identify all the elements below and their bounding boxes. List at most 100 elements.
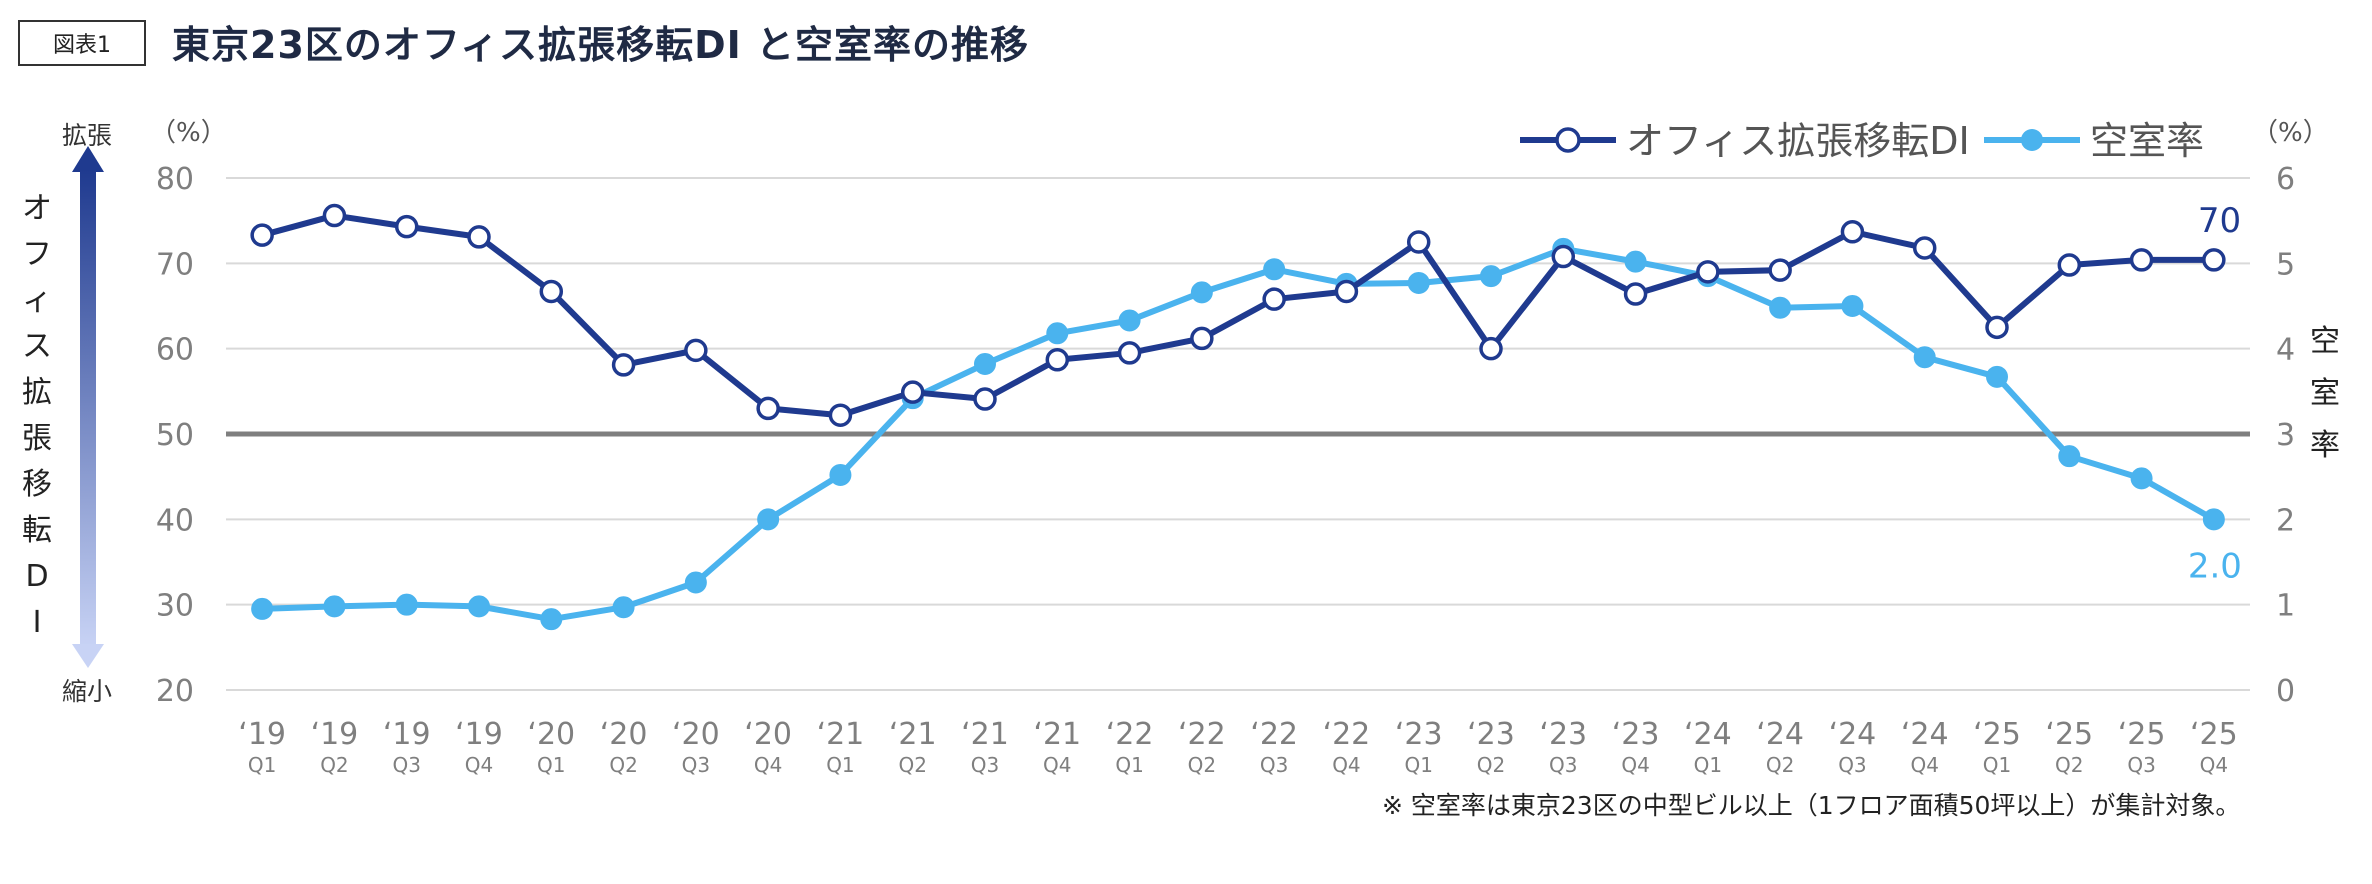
x-tick-year: ‘21 bbox=[817, 717, 865, 752]
left-tick-label: 60 bbox=[156, 333, 194, 368]
x-tick-quarter: Q1 bbox=[1694, 753, 1722, 777]
x-tick-quarter: Q3 bbox=[971, 753, 999, 777]
legend: オフィス拡張移転DI 空室率 bbox=[1520, 119, 2204, 163]
x-tick-year: ‘23 bbox=[1539, 717, 1587, 752]
x-tick-quarter: Q2 bbox=[1477, 753, 1505, 777]
x-tick-quarter: Q1 bbox=[1983, 753, 2011, 777]
vacancy-point bbox=[1769, 296, 1792, 319]
x-tick-quarter: Q4 bbox=[2200, 753, 2228, 777]
x-tick-quarter: Q3 bbox=[392, 753, 420, 777]
x-tick-year: ‘19 bbox=[311, 717, 359, 752]
x-tick-year: ‘25 bbox=[2190, 717, 2238, 752]
right-tick-label: 6 bbox=[2276, 162, 2295, 197]
di-point bbox=[2129, 248, 2154, 272]
left-axis-title-char: フ bbox=[22, 237, 52, 272]
di-point bbox=[1479, 336, 1503, 361]
di-point bbox=[1406, 230, 1431, 254]
vacancy-point bbox=[1190, 281, 1213, 304]
right-axis-title: 空室率 bbox=[2310, 316, 2340, 472]
di-point bbox=[394, 214, 419, 239]
right-tick-label: 2 bbox=[2276, 503, 2295, 538]
vacancy-point bbox=[1118, 309, 1141, 332]
x-tick-year: ‘24 bbox=[1901, 717, 1949, 752]
di-point bbox=[1912, 236, 1937, 260]
vacancy-point bbox=[974, 353, 996, 376]
series-line-vacancy bbox=[262, 245, 2216, 623]
right-axis-title-char: 室 bbox=[2310, 376, 2340, 411]
x-tick-quarter: Q1 bbox=[537, 753, 565, 777]
di-point bbox=[684, 338, 708, 363]
left-tick-label: 40 bbox=[156, 503, 194, 538]
vacancy-point bbox=[1407, 271, 1430, 294]
vacancy-point bbox=[468, 595, 490, 618]
x-tick-year: ‘22 bbox=[1178, 717, 1226, 752]
right-tick-label: 3 bbox=[2276, 418, 2295, 453]
vacancy-point bbox=[757, 508, 780, 531]
x-tick-quarter: Q4 bbox=[1332, 753, 1360, 777]
x-tick-year: ‘21 bbox=[961, 717, 1009, 752]
x-tick-quarter: Q2 bbox=[609, 753, 637, 777]
di-point bbox=[322, 203, 347, 228]
di-point bbox=[1190, 326, 1214, 351]
di-point bbox=[1768, 258, 1792, 282]
x-tick-year: ‘21 bbox=[889, 717, 937, 752]
x-tick-year: ‘19 bbox=[238, 717, 286, 752]
x-tick-year: ‘19 bbox=[455, 717, 503, 752]
left-axis-top-label: 拡張 bbox=[62, 121, 113, 150]
di-point bbox=[1623, 282, 1648, 306]
vacancy-point bbox=[1986, 365, 2008, 388]
x-tick-year: ‘23 bbox=[1395, 717, 1443, 752]
vacancy-point bbox=[1913, 346, 1936, 369]
vacancy-point bbox=[395, 593, 418, 616]
vacancy-point bbox=[323, 595, 346, 618]
series-line-di bbox=[261, 212, 2214, 419]
x-tick-year: ‘24 bbox=[1684, 717, 1732, 752]
vacancy-point bbox=[1480, 265, 1502, 288]
x-tick-quarter: Q1 bbox=[248, 753, 276, 777]
di-point bbox=[1262, 287, 1286, 311]
di-point bbox=[2202, 248, 2226, 272]
vacancy-point bbox=[2058, 445, 2081, 468]
x-tick-year: ‘20 bbox=[744, 717, 792, 752]
x-tick-quarter: Q3 bbox=[682, 753, 710, 777]
di-point bbox=[611, 353, 636, 377]
direction-arrow bbox=[72, 146, 104, 668]
di-point bbox=[900, 380, 925, 404]
vacancy-point bbox=[2130, 467, 2153, 490]
x-tick-year: ‘24 bbox=[1756, 717, 1804, 752]
di-point bbox=[756, 396, 780, 421]
legend-label: 空室率 bbox=[2090, 119, 2204, 163]
legend-label: オフィス拡張移転DI bbox=[1626, 119, 1970, 163]
legend-marker bbox=[2021, 129, 2043, 151]
x-tick-quarter: Q1 bbox=[1404, 753, 1432, 777]
x-tick-year: ‘24 bbox=[1829, 717, 1877, 752]
left-axis-title-char: ィ bbox=[22, 283, 52, 318]
left-axis-title-char: I bbox=[32, 605, 42, 640]
di-point bbox=[2057, 253, 2082, 277]
left-axis-title-char: 転 bbox=[22, 513, 52, 548]
x-tick-quarter: Q3 bbox=[1260, 753, 1288, 777]
chart-title: 東京23区のオフィス拡張移転DI と空室率の推移 bbox=[172, 23, 1030, 67]
left-tick-label: 70 bbox=[156, 247, 194, 282]
di-point bbox=[1045, 348, 1070, 372]
left-tick-label: 50 bbox=[156, 418, 194, 453]
vacancy-point bbox=[540, 608, 563, 631]
x-tick-year: ‘23 bbox=[1467, 717, 1515, 752]
x-tick-year: ‘23 bbox=[1612, 717, 1660, 752]
vacancy-point bbox=[1841, 295, 1864, 317]
x-tick-quarter: Q4 bbox=[1043, 753, 1071, 777]
x-tick-quarter: Q2 bbox=[898, 753, 926, 777]
right-axis-unit: （%） bbox=[2252, 118, 2329, 148]
vacancy-point bbox=[684, 571, 707, 594]
vacancy-point bbox=[2202, 508, 2225, 531]
di-point bbox=[467, 225, 491, 249]
vacancy-end-label: 2.0 bbox=[2188, 546, 2242, 586]
left-axis-title-char: 張 bbox=[22, 421, 52, 456]
di-point bbox=[1551, 244, 1576, 269]
right-axis-title-char: 空 bbox=[2310, 324, 2340, 359]
di-end-label: 70 bbox=[2198, 201, 2241, 241]
x-tick-quarter: Q4 bbox=[754, 753, 782, 777]
x-tick-year: ‘20 bbox=[600, 717, 648, 752]
